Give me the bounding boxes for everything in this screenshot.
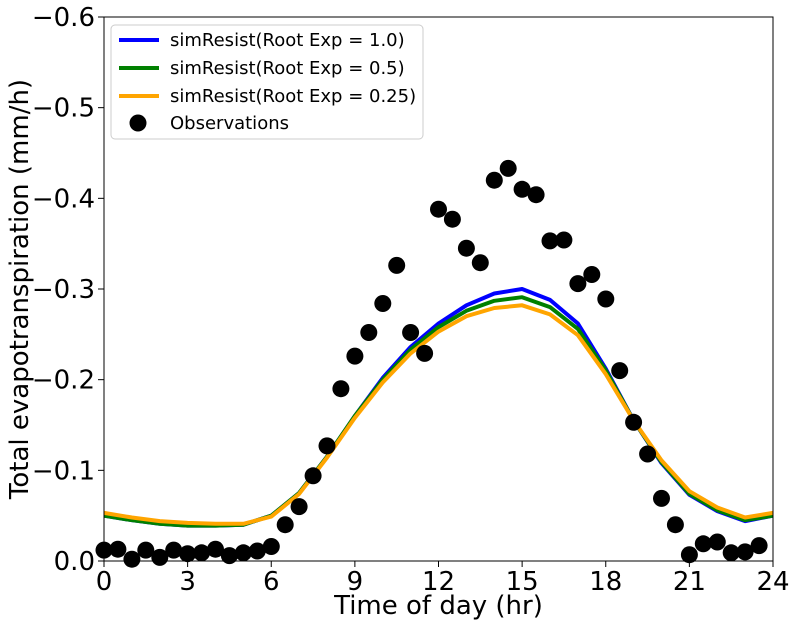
legend-box: [110, 24, 424, 140]
y-tick-label: 0.0: [54, 547, 95, 577]
observation-point: [109, 540, 127, 558]
x-tick-label: 24: [756, 567, 789, 597]
observation-point: [151, 548, 169, 566]
observation-point: [639, 445, 657, 463]
observation-point: [234, 544, 252, 562]
observation-point: [736, 543, 754, 561]
observation-point: [193, 544, 211, 562]
observation-point: [179, 545, 197, 563]
observation-point: [402, 324, 420, 341]
legend-label-root-exp-0-5: simResist(Root Exp = 0.5): [170, 58, 405, 79]
y-tick-label: −0.2: [32, 366, 95, 396]
observation-point: [583, 266, 601, 283]
x-tick-label: 21: [673, 567, 706, 597]
observation-point: [220, 547, 238, 565]
observation-point: [694, 535, 712, 553]
observation-point: [569, 275, 587, 293]
observation-point: [276, 516, 294, 534]
x-tick-label: 15: [506, 567, 539, 597]
observation-point: [318, 437, 336, 455]
observation-point: [123, 550, 141, 568]
observation-point: [597, 290, 615, 308]
y-tick-label: −0.6: [32, 3, 95, 33]
x-tick-label: 0: [96, 567, 113, 597]
observation-point: [625, 413, 643, 431]
observation-point: [611, 362, 629, 380]
observation-point: [248, 542, 266, 560]
observation-point: [360, 324, 378, 341]
y-tick-label: −0.4: [32, 184, 95, 214]
observation-point: [332, 380, 350, 398]
observation-point: [346, 347, 364, 365]
y-axis: 0.0 −0.1 −0.2 −0.3 −0.4 −0.5 −0.6: [32, 3, 104, 577]
observation-point: [290, 498, 308, 516]
legend-label-root-exp-0-25: simResist(Root Exp = 0.25): [170, 86, 416, 107]
observation-point: [388, 256, 406, 274]
observation-point: [207, 540, 224, 558]
x-tick-label: 18: [589, 567, 622, 597]
observation-point: [262, 538, 280, 555]
observation-point: [499, 159, 517, 177]
y-tick-label: −0.5: [32, 94, 95, 124]
observation-point: [485, 171, 503, 189]
x-tick-label: 12: [422, 567, 455, 597]
observation-point: [137, 541, 155, 559]
observation-point: [443, 210, 461, 228]
plot-content: [95, 159, 774, 568]
observation-point: [680, 546, 698, 564]
x-tick-label: 9: [347, 567, 364, 597]
observation-point: [708, 533, 726, 551]
x-axis-title: Time of day (hr): [333, 591, 543, 621]
observation-point: [304, 467, 322, 485]
observation-point: [653, 489, 670, 507]
observation-point: [471, 254, 489, 272]
observation-point: [555, 231, 573, 249]
x-axis: 0 3 6 9 12 15 18 21 24: [96, 561, 790, 597]
observation-point: [722, 544, 740, 562]
observation-point: [541, 232, 559, 250]
observation-point: [416, 344, 434, 362]
legend-label-observations: Observations: [170, 113, 289, 134]
observation-point: [374, 295, 392, 312]
observation-point: [513, 180, 531, 198]
x-tick-label: 3: [179, 567, 196, 597]
observation-point: [750, 537, 768, 555]
series-line-simresist-root-exp-0-25: [103, 303, 774, 526]
y-axis-title: Total evapotranspiration (mm/h): [5, 79, 35, 500]
x-tick-label: 6: [263, 567, 280, 597]
y-tick-label: −0.3: [32, 275, 95, 305]
observation-point: [527, 186, 545, 204]
legend-label-root-exp-1-0: simResist(Root Exp = 1.0): [170, 30, 405, 51]
observation-point: [457, 239, 475, 257]
y-tick-label: −0.1: [32, 456, 95, 486]
observation-point: [430, 200, 447, 218]
legend: simResist(Root Exp = 1.0) simResist(Root…: [110, 24, 424, 140]
observation-point: [666, 516, 684, 534]
legend-swatch-observations: [129, 114, 147, 132]
observation-point: [165, 541, 183, 559]
